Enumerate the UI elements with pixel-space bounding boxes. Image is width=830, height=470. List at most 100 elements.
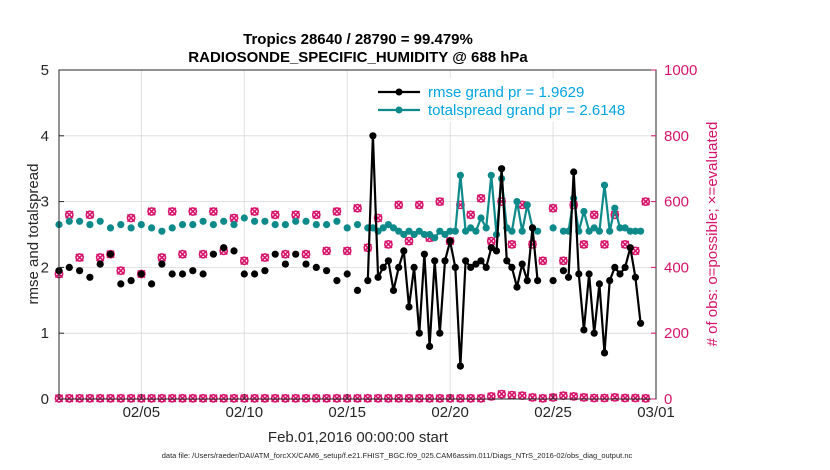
spread-point — [487, 171, 495, 179]
obs-possible-marker — [589, 210, 599, 220]
rmse-point — [590, 329, 598, 337]
rmse-point — [456, 362, 464, 370]
obs-possible-cross — [435, 197, 445, 206]
spread-point — [426, 230, 434, 239]
obs-possible-marker — [322, 246, 331, 256]
spread-point — [600, 181, 609, 189]
obs-evaluated-marker — [631, 393, 640, 403]
obs-evaluated-cross — [435, 394, 445, 403]
spread-point — [436, 227, 444, 235]
obs-possible-cross — [301, 250, 311, 259]
rmse-point — [364, 277, 372, 285]
obs-possible-marker — [188, 207, 198, 216]
obs-possible-marker — [559, 256, 568, 266]
obs-possible-cross — [291, 210, 300, 219]
obs-evaluated-marker — [569, 391, 579, 401]
legend-box — [372, 78, 652, 122]
rmse-point — [353, 286, 362, 294]
obs-possible-cross — [250, 207, 259, 216]
rmse-point — [534, 277, 542, 285]
obs-possible-marker — [311, 210, 321, 220]
obs-possible-cross — [548, 204, 558, 213]
obs-evaluated-cross — [178, 394, 187, 403]
obs-possible-marker — [342, 246, 352, 256]
rmse-point — [626, 244, 634, 252]
rmse-point — [503, 257, 511, 265]
obs-possible-cross — [384, 240, 393, 249]
rmse-point — [631, 273, 640, 281]
obs-evaluated-cross — [610, 393, 619, 402]
spread-point — [127, 224, 135, 232]
obs-evaluated-marker — [589, 393, 599, 403]
rmse-point — [230, 247, 238, 255]
rmse-point — [389, 286, 398, 294]
rmse-point — [564, 273, 573, 281]
obs-possible-cross — [260, 253, 270, 262]
rmse-point — [251, 270, 259, 278]
rmse-point — [302, 260, 310, 268]
spread-point — [302, 217, 310, 225]
obs-evaluated-cross — [466, 394, 475, 403]
rmse-point — [240, 270, 248, 278]
obs-possible-marker — [641, 197, 651, 206]
obs-evaluated-cross — [96, 394, 105, 403]
obs-evaluated-marker — [404, 393, 414, 403]
rmse-point — [585, 270, 593, 278]
obs-possible-marker — [85, 210, 95, 220]
obs-evaluated-marker — [641, 393, 651, 403]
obs-evaluated-marker — [363, 393, 373, 403]
rmse-point — [199, 270, 207, 278]
spread-point — [65, 217, 73, 225]
rmse-point — [606, 277, 614, 285]
obs-evaluated-cross — [394, 394, 403, 403]
rmse-point — [451, 263, 459, 271]
rmse-point — [178, 270, 187, 278]
rmse-point — [426, 342, 434, 350]
y-right-tick-label: 200 — [664, 325, 689, 342]
obs-possible-marker — [75, 253, 84, 262]
obs-possible-marker — [250, 207, 259, 216]
obs-possible-marker — [280, 249, 290, 259]
rmse-point — [106, 250, 115, 258]
rmse-point — [384, 257, 392, 265]
spread-point — [96, 217, 104, 225]
rmse-point — [462, 257, 470, 265]
rmse-point — [472, 260, 480, 268]
obs-possible-cross — [353, 204, 362, 213]
obs-possible-cross — [209, 207, 218, 216]
legend-rmse-label: rmse grand pr = 1.9629 — [428, 84, 584, 101]
spread-point — [189, 221, 197, 229]
obs-evaluated-cross — [106, 394, 115, 403]
plot-area — [59, 70, 656, 399]
rmse-point — [508, 263, 516, 271]
obs-evaluated-marker — [538, 393, 548, 403]
obs-possible-marker — [239, 256, 249, 266]
x-tick-label: 03/01 — [637, 404, 675, 421]
rmse-point — [96, 260, 104, 268]
rmse-point — [137, 270, 145, 278]
rmse-line-segment — [366, 134, 539, 368]
spread-point — [611, 204, 619, 212]
obs-evaluated-marker — [579, 392, 589, 402]
x-tick-label: 02/20 — [431, 404, 469, 421]
rmse-point — [168, 270, 176, 278]
obs-evaluated-marker — [198, 393, 208, 403]
chart-title-line2: RADIOSONDE_SPECIFIC_HUMIDITY @ 688 hPa — [188, 49, 528, 66]
obs-possible-marker — [198, 249, 208, 259]
obs-evaluated-marker — [425, 393, 434, 403]
legend-spread-label: totalspread grand pr = 2.6148 — [428, 102, 625, 119]
obs-evaluated-cross — [281, 394, 290, 403]
y-right-tick-label: 0 — [664, 391, 672, 408]
obs-evaluated-marker — [126, 393, 136, 403]
obs-possible-marker — [414, 200, 424, 210]
x-tick-label: 02/25 — [534, 404, 572, 421]
rmse-point — [158, 260, 166, 268]
obs-evaluated-cross — [157, 394, 167, 403]
spread-point — [220, 217, 228, 225]
rmse-point — [492, 247, 501, 255]
rmse-point — [528, 224, 537, 232]
obs-evaluated-cross — [518, 391, 527, 400]
obs-evaluated-marker — [280, 393, 290, 403]
y-axis-right-label: # of obs: o=possible; ×=evaluated — [704, 122, 721, 347]
y-right-tick-label: 1000 — [664, 62, 697, 79]
